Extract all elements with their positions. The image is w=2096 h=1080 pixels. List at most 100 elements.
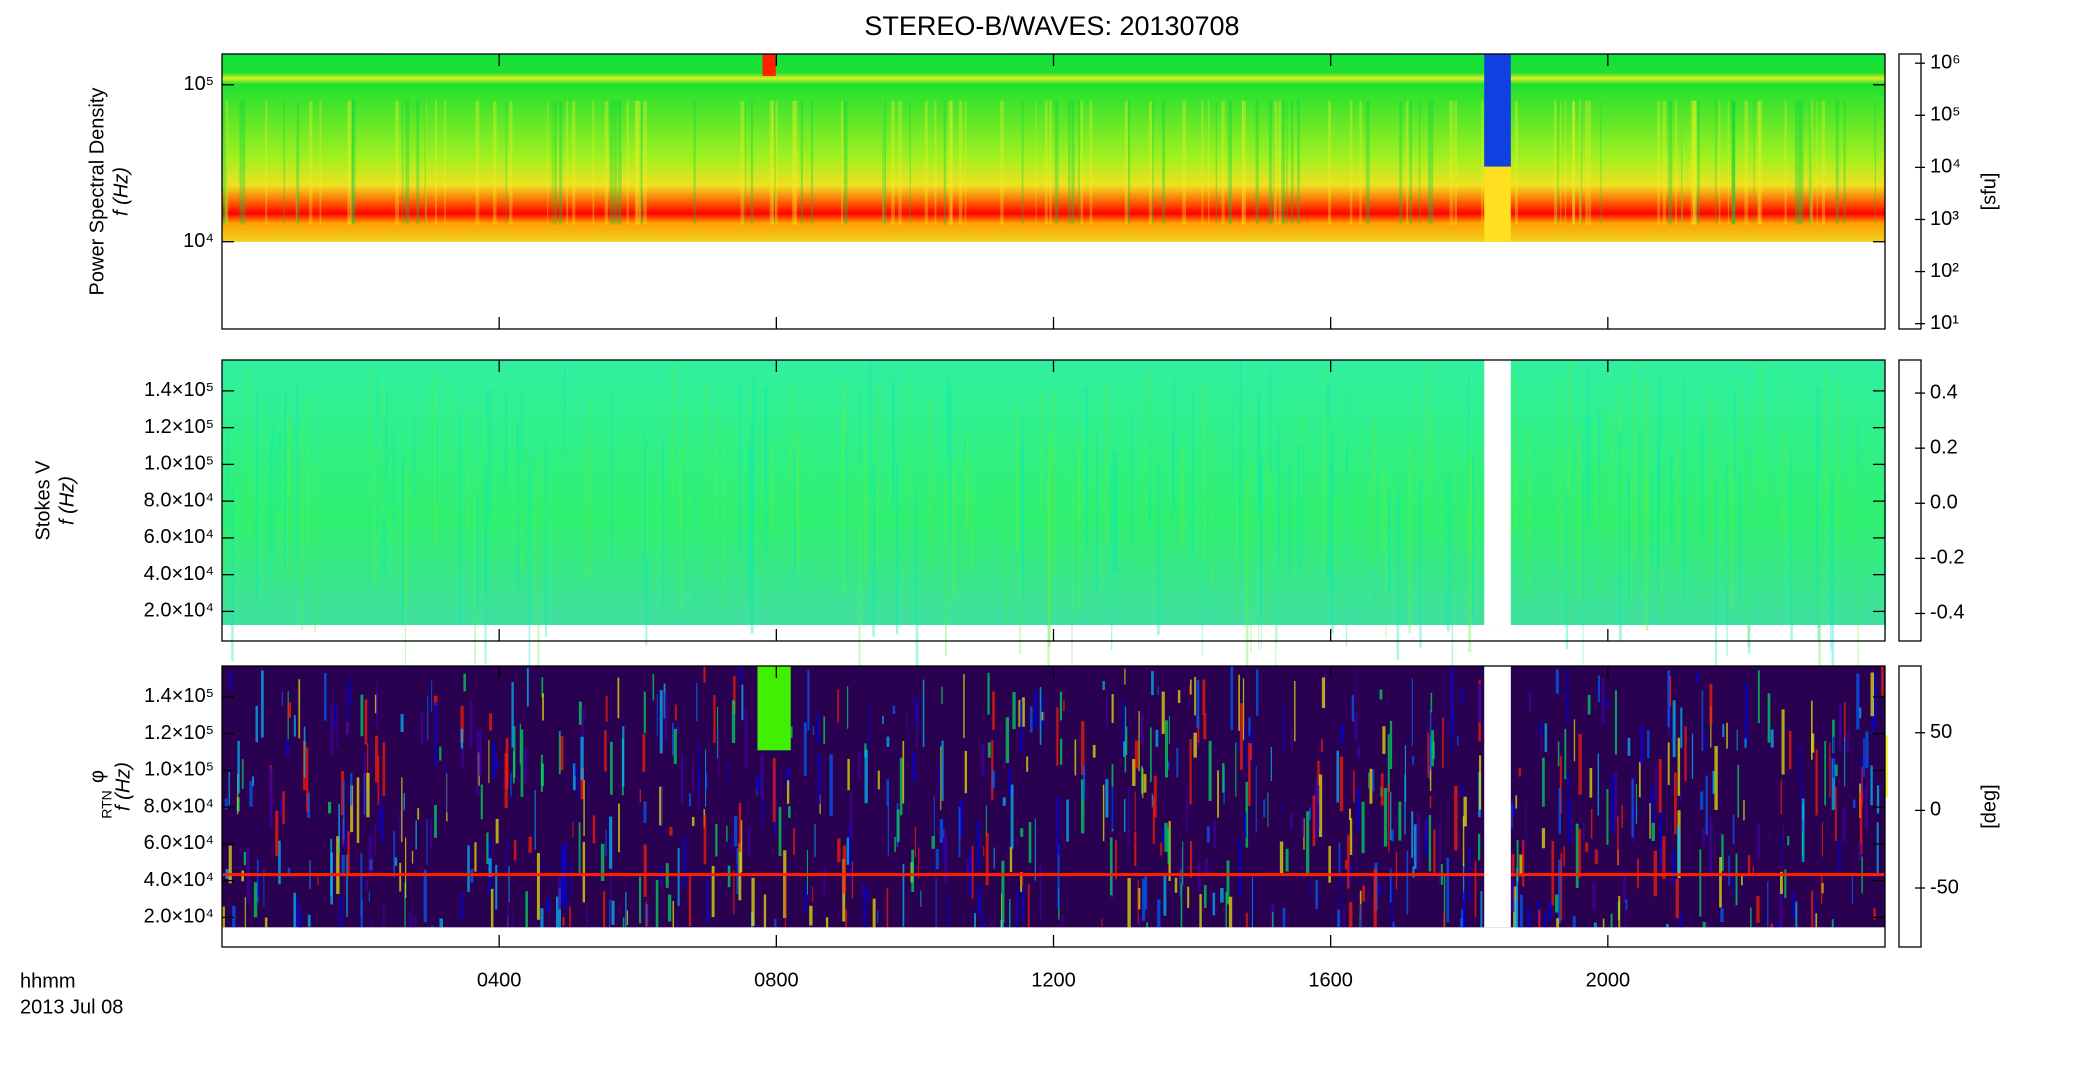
spectrogram-texture	[1787, 836, 1790, 846]
spectrogram-texture	[461, 746, 464, 768]
spectrogram-texture	[1389, 868, 1392, 903]
colorbar-tick-label: -50	[1930, 876, 1959, 898]
spectrogram-texture	[1757, 824, 1761, 859]
spectrogram-texture	[1248, 717, 1251, 736]
spectrogram-texture	[1340, 724, 1344, 743]
spectrogram-texture	[992, 691, 995, 731]
spectrogram-texture	[1624, 902, 1627, 928]
spectrogram-texture	[232, 905, 236, 928]
spectrogram-texture	[958, 806, 961, 858]
spectrogram-texture	[1021, 697, 1025, 727]
spectrogram-texture	[252, 776, 255, 787]
y-tick-label: 4.0×10⁴	[144, 869, 214, 891]
spectrogram-texture	[492, 741, 496, 779]
spectrogram-texture	[747, 439, 751, 604]
spectrogram-texture	[1349, 100, 1353, 225]
spectrogram-texture	[1271, 911, 1274, 928]
spectrogram-texture	[1326, 384, 1330, 582]
spectrogram-texture	[1182, 100, 1187, 225]
spectrogram-texture	[1691, 733, 1694, 779]
spectrogram-texture	[1309, 807, 1312, 820]
spectrogram-texture	[463, 673, 466, 692]
spectrogram-texture	[971, 845, 974, 899]
spectrogram-texture	[1582, 480, 1584, 665]
spectrogram-texture	[1679, 911, 1683, 928]
spectrogram-texture	[1255, 669, 1259, 716]
spectrogram-texture	[1811, 890, 1814, 928]
spectrogram-texture	[1027, 884, 1030, 928]
spectrogram-texture	[784, 873, 786, 928]
spectrogram-texture	[475, 100, 480, 225]
chart-title: STEREO-B/WAVES: 20130708	[864, 11, 1239, 41]
spectrogram-texture	[583, 779, 585, 836]
spectrogram-texture	[241, 100, 246, 225]
spectrogram-texture	[1228, 100, 1233, 225]
spectrogram-texture	[560, 736, 564, 771]
spectrogram-texture	[273, 425, 276, 557]
spectrogram-texture	[1668, 100, 1673, 225]
spectrogram-texture	[1481, 100, 1484, 225]
spectrogram-texture	[964, 417, 966, 572]
spectrogram-texture	[1589, 100, 1592, 225]
spectrogram-texture	[1583, 417, 1586, 506]
spectrogram-texture	[1870, 765, 1873, 806]
spectrogram-texture	[677, 847, 680, 906]
spectrogram-texture	[1567, 773, 1570, 795]
spectrogram-texture	[843, 100, 848, 225]
spectrogram-texture	[347, 831, 350, 875]
spectrogram-texture	[1540, 730, 1542, 752]
spectrogram-texture	[265, 100, 268, 225]
spectrogram-texture	[1153, 776, 1157, 818]
spectrogram-texture	[1085, 387, 1089, 550]
spectrogram-texture	[1301, 817, 1305, 837]
spectrogram-texture	[1563, 846, 1565, 867]
spectrogram-texture	[1874, 673, 1877, 727]
spectrogram-texture	[349, 100, 352, 225]
spectrogram-texture	[823, 716, 826, 745]
y-axis-label: f (Hz)	[110, 167, 132, 216]
spectrogram-texture	[1122, 701, 1125, 749]
spectrogram-texture	[1127, 786, 1130, 846]
spectrogram-texture	[987, 742, 991, 758]
spectrogram-texture	[460, 728, 464, 749]
spectrogram-texture	[1413, 824, 1417, 869]
spectrogram-texture	[1468, 371, 1470, 505]
spectrogram-texture	[1553, 100, 1557, 225]
spectrogram-texture	[508, 866, 510, 903]
spectrogram-texture	[244, 897, 246, 928]
spectrogram-texture	[224, 100, 228, 225]
spectrogram-texture	[622, 917, 625, 928]
spectrogram-texture	[1541, 828, 1546, 849]
spectrogram-texture	[1644, 380, 1648, 515]
spectrogram-texture	[486, 390, 490, 525]
spectrogram-texture	[1472, 456, 1475, 621]
spectrogram-texture	[476, 729, 479, 796]
spectrogram-texture	[1390, 877, 1393, 928]
spectrogram-texture	[520, 388, 522, 515]
spectrogram-texture	[1753, 100, 1755, 225]
spectrogram-texture	[1111, 786, 1114, 829]
spectrogram-texture	[1881, 666, 1884, 696]
spectrogram-texture	[1209, 467, 1212, 563]
spectrogram-texture	[1709, 816, 1713, 876]
spectrogram-texture	[548, 925, 550, 928]
spectrogram-texture	[937, 763, 940, 792]
date-label: 2013 Jul 08	[20, 996, 123, 1018]
spectrogram-texture	[864, 431, 867, 580]
spectrogram-texture	[283, 100, 285, 225]
spectrogram-texture	[1514, 100, 1519, 225]
spectrogram-texture	[1514, 900, 1517, 928]
spectrogram-texture	[1378, 884, 1382, 897]
colorbar-tick-label: 0.2	[1930, 436, 1958, 458]
spectrogram-texture	[1173, 370, 1176, 510]
spectrogram-texture	[293, 892, 297, 928]
spectrogram-texture	[1817, 479, 1821, 628]
spectrogram-texture	[488, 858, 492, 877]
spectrogram-texture	[469, 700, 473, 748]
spectrogram-texture	[1016, 888, 1019, 928]
spectrogram-texture	[1388, 784, 1390, 852]
spectrogram-texture	[551, 100, 553, 225]
spectrogram-texture	[1438, 822, 1441, 884]
spectrogram-texture	[263, 869, 265, 907]
spectrogram-texture	[480, 784, 483, 820]
